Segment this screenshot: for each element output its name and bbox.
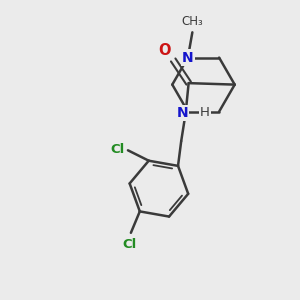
Text: Cl: Cl	[122, 238, 136, 250]
Text: O: O	[159, 43, 171, 58]
Text: H: H	[200, 106, 210, 119]
Text: CH₃: CH₃	[182, 14, 203, 28]
Text: N: N	[182, 51, 194, 64]
Text: N: N	[176, 106, 188, 120]
Text: Cl: Cl	[110, 143, 125, 156]
